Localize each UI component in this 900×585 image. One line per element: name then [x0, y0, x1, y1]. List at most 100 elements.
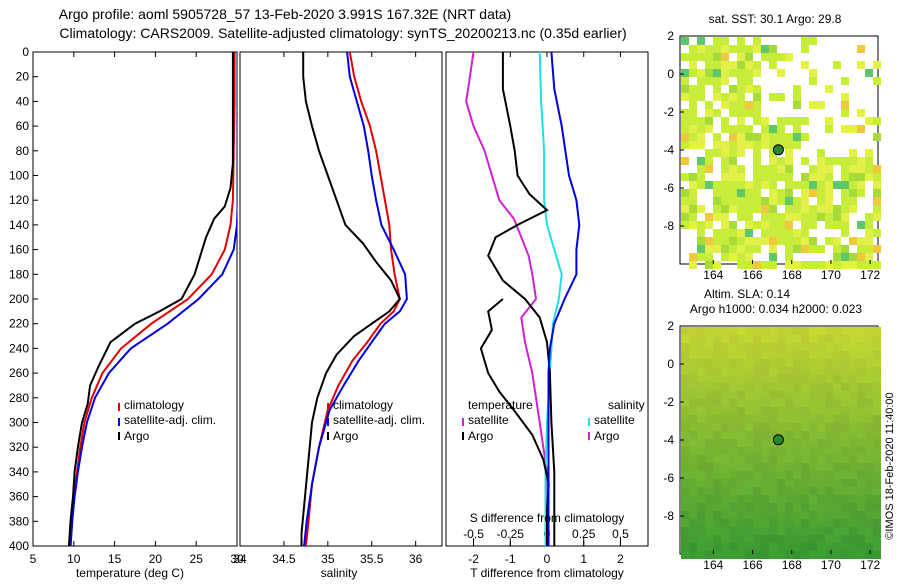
depth-tick-label: 300 [9, 416, 29, 430]
map-cell [857, 471, 865, 479]
map-cell [849, 423, 857, 431]
map-cell [809, 367, 817, 375]
map-cell [753, 61, 761, 69]
map-cell [793, 503, 801, 511]
map-cell [745, 237, 753, 245]
map-x-tick-label: 164 [703, 558, 723, 572]
map-cell [825, 423, 833, 431]
map-cell [721, 173, 729, 181]
map-cell [801, 391, 809, 399]
map-cell [801, 327, 809, 335]
map-cell [801, 181, 809, 189]
map-x-tick-label: 168 [782, 558, 802, 572]
legend-climatology-label: climatology [124, 398, 184, 412]
map-cell [769, 53, 777, 61]
map-cell [697, 511, 705, 519]
map-cell [865, 407, 873, 415]
map-cell [761, 205, 769, 213]
map-cell [801, 399, 809, 407]
map-cell [833, 423, 841, 431]
map-cell [721, 189, 729, 197]
map-cell [729, 205, 737, 213]
map-cell [841, 479, 849, 487]
map-cell [801, 205, 809, 213]
map-cell [769, 471, 777, 479]
map-cell [753, 37, 761, 45]
map-cell [721, 511, 729, 519]
map-cell [737, 181, 745, 189]
map-cell [713, 463, 721, 471]
depth-tick-label: 340 [9, 465, 29, 479]
map-cell [841, 197, 849, 205]
map-y-tick-label: 0 [667, 357, 674, 371]
map-cell [833, 383, 841, 391]
map-cell [737, 383, 745, 391]
map-cell [705, 237, 713, 245]
map-cell [745, 471, 753, 479]
map-cell [777, 237, 785, 245]
map-cell [737, 527, 745, 535]
map-cell [769, 463, 777, 471]
map-cell [753, 245, 761, 253]
map-cell [705, 125, 713, 133]
map-cell [785, 375, 793, 383]
map-cell [873, 335, 881, 343]
map-cell [841, 205, 849, 213]
map-cell [785, 53, 793, 61]
map-cell [737, 359, 745, 367]
map-cell [865, 335, 873, 343]
x-tick-label: -1 [505, 552, 516, 566]
map-cell [713, 197, 721, 205]
map-cell [785, 431, 793, 439]
map-cell [697, 471, 705, 479]
map-cell [793, 181, 801, 189]
map-cell [785, 229, 793, 237]
map-cell [793, 133, 801, 141]
map-cell [729, 383, 737, 391]
map-cell [689, 463, 697, 471]
difference-panel: -2 -1 0 1 2 -0.5 -0.25 0 0.25 0.5 T difference f… [445, 51, 649, 580]
map-cell [793, 205, 801, 213]
map-cell [841, 527, 849, 535]
map-cell [753, 439, 761, 447]
map-cell [721, 399, 729, 407]
map-cell [737, 109, 745, 117]
map-cell [849, 189, 857, 197]
map-cell [697, 551, 705, 559]
map-cell [777, 93, 785, 101]
map-cell [721, 447, 729, 455]
map-cell [713, 543, 721, 551]
map-cell [817, 423, 825, 431]
map-cell [737, 93, 745, 101]
x-tick-label: 5 [30, 552, 37, 566]
map-cell [705, 447, 713, 455]
map-cell [689, 61, 697, 69]
map-cell [729, 471, 737, 479]
map-cell [849, 463, 857, 471]
map-cell [801, 439, 809, 447]
map-cell [697, 181, 705, 189]
map-cell [689, 527, 697, 535]
map-cell [705, 351, 713, 359]
map-cell [833, 503, 841, 511]
map-cell [737, 85, 745, 93]
map-cell [809, 359, 817, 367]
map-cell [809, 399, 817, 407]
map-cell [745, 141, 753, 149]
map-cell [873, 181, 881, 189]
map-cell [777, 367, 785, 375]
map-cell [689, 45, 697, 53]
map-cell [809, 495, 817, 503]
map-cell [689, 407, 697, 415]
map-cell [689, 109, 697, 117]
map-cell [689, 117, 697, 125]
map-cell [809, 213, 817, 221]
map-cell [697, 327, 705, 335]
map-cell [841, 471, 849, 479]
map-cell [785, 503, 793, 511]
map-cell [753, 455, 761, 463]
map-cell [801, 245, 809, 253]
map-cell [849, 527, 857, 535]
map-cell [713, 237, 721, 245]
map-cell [873, 117, 881, 125]
